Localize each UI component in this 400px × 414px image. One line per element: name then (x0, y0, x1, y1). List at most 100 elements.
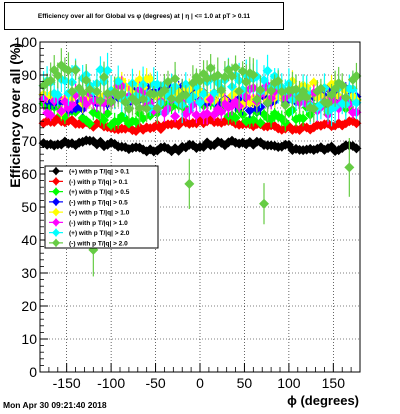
data-point (315, 83, 326, 94)
data-point (52, 70, 63, 81)
data-point (351, 70, 362, 81)
legend-label: (+) with p T/|q| > 0.1 (69, 169, 130, 176)
y-tick-label: 50 (21, 199, 37, 215)
y-tick-label: 90 (21, 67, 37, 83)
series-0 (38, 135, 362, 157)
data-point (84, 118, 95, 129)
y-tick-label: 100 (14, 34, 38, 50)
x-tick-label: 100 (277, 375, 301, 391)
data-point (230, 112, 241, 123)
legend-marker (52, 228, 60, 237)
data-point (120, 97, 131, 108)
data-point (77, 87, 88, 98)
legend: (+) with p T/|q| > 0.1 (-) with p T/|q| >… (44, 165, 159, 249)
y-tick-label: 30 (21, 265, 37, 281)
data-point (81, 75, 92, 86)
data-point (163, 76, 173, 87)
x-tick-label: -150 (53, 375, 81, 391)
data-point (216, 85, 227, 96)
data-point (95, 95, 106, 106)
series-7 (38, 48, 362, 277)
data-point (301, 92, 312, 103)
legend-marker (52, 208, 60, 217)
data-point (152, 103, 163, 114)
data-series (38, 48, 362, 277)
data-point (255, 117, 266, 128)
data-point (340, 92, 351, 103)
data-point (67, 99, 77, 110)
data-point (170, 73, 181, 84)
data-point (67, 86, 77, 97)
data-point (330, 102, 341, 113)
data-point (113, 76, 124, 87)
data-point (255, 84, 266, 95)
legend-marker (52, 218, 60, 227)
data-point (180, 79, 191, 90)
data-point (344, 162, 355, 173)
y-tick-label: 70 (21, 133, 37, 149)
x-axis-label: ϕ (degrees) (287, 393, 359, 408)
data-point (227, 71, 237, 82)
legend-marker (52, 167, 60, 176)
data-point (244, 105, 255, 116)
data-point (198, 88, 209, 99)
data-point (56, 106, 67, 117)
chart-title: Efficiency over all for Global vs φ (deg… (37, 12, 251, 20)
data-point (237, 66, 248, 77)
data-point (70, 65, 81, 76)
data-point (52, 89, 63, 100)
data-point (280, 100, 291, 111)
data-point (131, 125, 141, 136)
legend-marker (52, 238, 60, 247)
data-point (63, 65, 74, 76)
x-tick-label: 150 (322, 375, 346, 391)
data-point (159, 85, 170, 96)
data-point (273, 75, 284, 86)
data-point (102, 65, 113, 76)
data-point (266, 85, 277, 96)
data-point (191, 109, 202, 120)
data-point (59, 75, 70, 86)
data-point (219, 71, 230, 82)
data-point (123, 104, 134, 115)
data-point (56, 60, 67, 71)
data-point (138, 94, 149, 105)
data-point (301, 122, 312, 133)
data-point (259, 75, 269, 86)
x-tick-label: -50 (145, 375, 165, 391)
data-point (152, 79, 163, 90)
legend-label: (-) with p T/|q| > 2.0 (69, 240, 128, 247)
data-point (134, 103, 145, 114)
data-point (195, 97, 205, 108)
data-point (56, 139, 67, 150)
legend-box (44, 165, 159, 249)
data-point (205, 94, 216, 105)
data-point (138, 113, 149, 124)
data-point (102, 108, 113, 119)
data-point (106, 96, 117, 107)
x-tick-label: -100 (97, 375, 125, 391)
legend-marker (52, 177, 60, 186)
data-point (248, 69, 259, 80)
data-point (323, 98, 333, 109)
data-point (205, 62, 216, 73)
data-point (166, 93, 177, 104)
data-point (91, 86, 102, 97)
data-point (216, 106, 227, 117)
data-point (170, 111, 181, 122)
y-tick-label: 40 (21, 232, 37, 248)
legend-marker (52, 187, 60, 196)
data-point (202, 73, 213, 84)
data-point (308, 77, 319, 88)
data-point (337, 80, 348, 91)
y-tick-label: 60 (21, 166, 37, 182)
data-point (351, 97, 362, 108)
y-axis-label: Efficiency over all (%) (7, 43, 23, 188)
data-point (45, 75, 56, 86)
title-box: Efficiency over all for Global vs φ (deg… (4, 2, 284, 30)
data-point (308, 103, 319, 114)
data-point (45, 110, 56, 121)
data-point (95, 64, 106, 75)
data-point (251, 94, 262, 105)
